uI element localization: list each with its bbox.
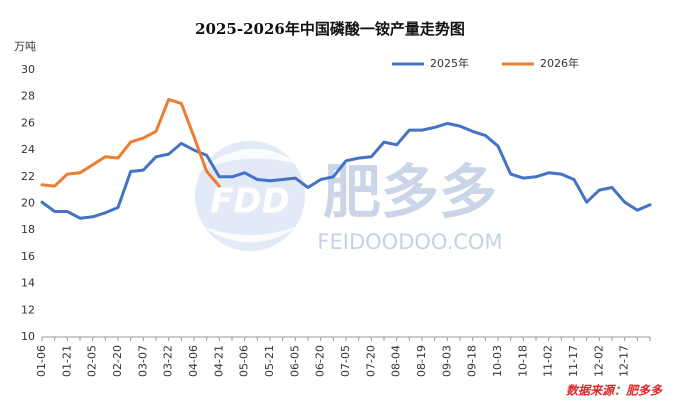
watermark-logo-text: FDD [210,182,290,222]
y-tick-label: 24 [21,143,35,156]
x-tick-label: 02-05 [86,345,99,377]
x-tick-label: 03-22 [162,345,175,377]
y-tick-label: 26 [21,116,35,129]
x-tick-label: 04-06 [187,345,200,377]
y-tick-label: 22 [21,170,35,183]
source: 数据来源：肥多多 [566,384,663,398]
y-tick-label: 14 [21,277,35,290]
x-tick-label: 11-02 [542,345,555,377]
x-tick-label: 06-20 [314,345,327,377]
watermark-url: FEIDOODOO.COM [317,230,502,254]
x-tick-label: 10-03 [491,345,504,377]
x-tick-label: 07-05 [339,345,352,377]
x-tick-label: 11-17 [567,345,580,377]
legend-label: 2025年 [430,56,469,70]
x-tick-label: 08-04 [390,345,403,377]
x-tick-label: 03-07 [136,345,149,377]
x-tick-label: 12-17 [618,345,631,377]
x-tick-label: 04-21 [212,345,225,377]
x-tick-label: 05-21 [263,345,276,377]
watermark-logo: FDD [195,141,305,251]
y-tick-label: 12 [21,303,35,316]
x-tick-label: 10-18 [516,345,529,377]
x-tick-label: 07-20 [364,345,377,377]
y-tick-label: 28 [21,90,35,103]
x-tick-label: 12-02 [592,345,605,377]
legend-label: 2026年 [540,56,579,70]
x-tick-label: 05-06 [238,345,251,377]
y-unit: 万吨 [14,40,36,53]
line-series [40,97,221,188]
y-tick-label: 10 [21,330,35,343]
x-tick-label: 09-03 [440,345,453,377]
y-tick-label: 30 [21,63,35,76]
watermark-name: 肥多多 [323,158,497,226]
x-tick-label: 06-05 [288,345,301,377]
x-tick-label: 02-20 [111,345,124,377]
x-tick-label: 09-18 [466,345,479,377]
y-tick-label: 18 [21,223,35,236]
x-tick-label: 01-21 [60,345,73,377]
y-tick-label: 20 [21,197,35,210]
chart-title: 2025-2026年中国磷酸一铵产量走势图 [195,20,465,38]
x-tick-label: 01-06 [35,345,48,377]
x-tick-label: 08-19 [415,345,428,377]
y-tick-label: 16 [21,250,35,263]
line-series [40,121,652,220]
